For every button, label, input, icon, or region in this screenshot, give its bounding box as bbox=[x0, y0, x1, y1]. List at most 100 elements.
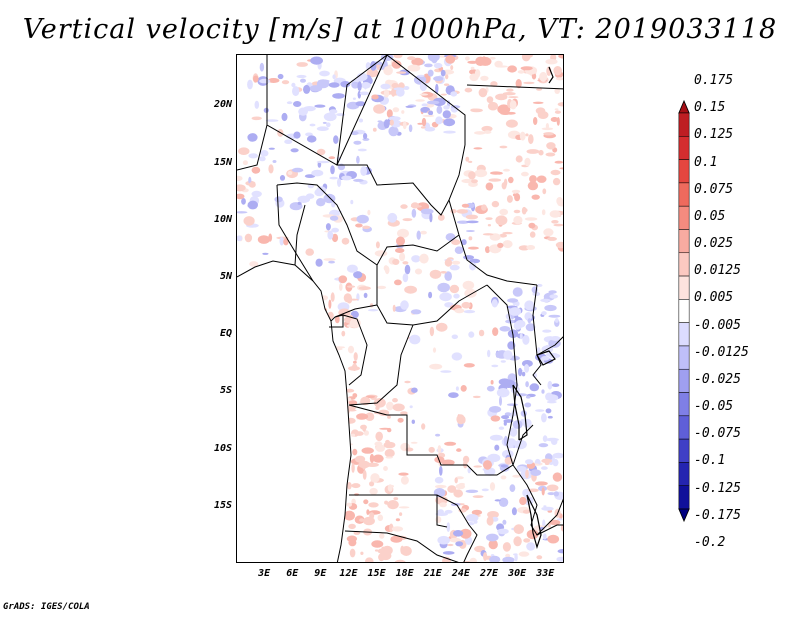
footer-credit: GrADS: IGES/COLA bbox=[3, 602, 90, 612]
velocity-patch bbox=[388, 116, 401, 121]
velocity-patch bbox=[545, 408, 552, 414]
velocity-patch bbox=[237, 175, 243, 182]
lon-label: 12E bbox=[339, 568, 358, 579]
velocity-patch bbox=[379, 533, 385, 539]
velocity-patch bbox=[432, 347, 437, 353]
vertical-velocity-field bbox=[237, 55, 563, 562]
velocity-patch bbox=[487, 224, 491, 227]
lat-label: 15N bbox=[213, 156, 232, 168]
velocity-patch bbox=[461, 203, 470, 208]
velocity-patch bbox=[402, 121, 407, 130]
velocity-patch bbox=[499, 326, 511, 332]
velocity-patch bbox=[424, 63, 433, 68]
velocity-patch bbox=[498, 497, 509, 507]
velocity-patch bbox=[351, 463, 355, 473]
velocity-patch bbox=[410, 441, 418, 444]
velocity-patch bbox=[556, 197, 563, 205]
colorbar-label: 0.025 bbox=[694, 236, 734, 252]
velocity-patch bbox=[495, 65, 508, 68]
velocity-patch bbox=[259, 62, 265, 72]
velocity-patch bbox=[411, 387, 418, 393]
velocity-patch bbox=[434, 484, 447, 489]
velocity-patch bbox=[454, 308, 465, 314]
colorbar-bin bbox=[678, 392, 690, 417]
velocity-patch bbox=[461, 239, 467, 246]
velocity-patch bbox=[502, 231, 513, 235]
velocity-patch bbox=[429, 269, 442, 279]
velocity-patch bbox=[481, 488, 489, 492]
velocity-patch bbox=[306, 135, 317, 143]
velocity-patch bbox=[461, 178, 474, 184]
velocity-patch bbox=[533, 117, 538, 125]
velocity-patch bbox=[327, 230, 334, 240]
lon-label: 21E bbox=[423, 568, 442, 579]
velocity-patch bbox=[397, 417, 404, 423]
velocity-patch bbox=[518, 367, 523, 377]
velocity-patch bbox=[549, 294, 558, 299]
velocity-patch bbox=[262, 252, 269, 255]
velocity-patch bbox=[419, 253, 429, 264]
lat-label: 10S bbox=[213, 442, 232, 454]
velocity-patch bbox=[558, 55, 563, 59]
velocity-patch bbox=[259, 78, 271, 84]
velocity-patch bbox=[350, 131, 359, 136]
velocity-patch bbox=[297, 201, 302, 205]
velocity-patch bbox=[265, 119, 279, 122]
velocity-patch bbox=[331, 227, 339, 233]
velocity-patch bbox=[512, 193, 517, 197]
velocity-patch bbox=[330, 165, 335, 175]
velocity-patch bbox=[329, 109, 338, 114]
velocity-patch bbox=[411, 57, 424, 66]
velocity-patch bbox=[486, 533, 499, 542]
velocity-patch bbox=[392, 304, 396, 312]
colorbar-label: -0.05 bbox=[694, 399, 734, 415]
velocity-patch bbox=[359, 401, 365, 404]
velocity-patch bbox=[353, 360, 357, 364]
velocity-patch bbox=[283, 238, 289, 246]
velocity-patch bbox=[536, 283, 543, 287]
velocity-patch bbox=[388, 126, 399, 137]
velocity-patch bbox=[395, 88, 405, 97]
velocity-patch bbox=[524, 55, 533, 58]
velocity-patch bbox=[358, 286, 371, 291]
velocity-patch bbox=[467, 467, 471, 474]
velocity-patch bbox=[268, 233, 273, 242]
velocity-patch bbox=[420, 126, 426, 129]
colorbar-bin bbox=[678, 275, 690, 300]
velocity-patch bbox=[549, 210, 561, 218]
velocity-patch bbox=[449, 537, 461, 543]
velocity-patch bbox=[296, 62, 308, 67]
velocity-patch bbox=[465, 214, 478, 220]
velocity-patch bbox=[546, 142, 556, 150]
velocity-patch bbox=[483, 460, 492, 470]
velocity-patch bbox=[433, 76, 444, 82]
velocity-patch bbox=[408, 124, 413, 133]
velocity-patch bbox=[525, 323, 536, 332]
velocity-patch bbox=[483, 552, 488, 561]
velocity-patch bbox=[469, 262, 477, 271]
velocity-patch bbox=[543, 533, 547, 540]
velocity-patch bbox=[414, 268, 423, 275]
velocity-patch bbox=[287, 171, 293, 175]
velocity-patch bbox=[351, 483, 361, 489]
velocity-patch bbox=[547, 492, 555, 496]
velocity-patch bbox=[497, 528, 509, 535]
velocity-patch bbox=[461, 301, 471, 309]
velocity-patch bbox=[378, 553, 385, 562]
velocity-patch bbox=[551, 383, 560, 388]
velocity-patch bbox=[333, 135, 339, 144]
velocity-patch bbox=[516, 466, 527, 472]
velocity-patch bbox=[553, 223, 563, 227]
velocity-patch bbox=[523, 81, 535, 85]
velocity-patch bbox=[456, 414, 465, 425]
velocity-patch bbox=[429, 363, 443, 370]
velocity-patch bbox=[489, 434, 503, 441]
velocity-patch bbox=[557, 102, 563, 107]
velocity-patch bbox=[363, 499, 369, 505]
velocity-patch bbox=[237, 193, 245, 200]
velocity-patch bbox=[456, 209, 469, 214]
velocity-patch bbox=[383, 466, 388, 471]
colorbar-label: 0.125 bbox=[694, 127, 734, 143]
velocity-patch bbox=[434, 476, 444, 484]
velocity-patch bbox=[552, 177, 561, 186]
